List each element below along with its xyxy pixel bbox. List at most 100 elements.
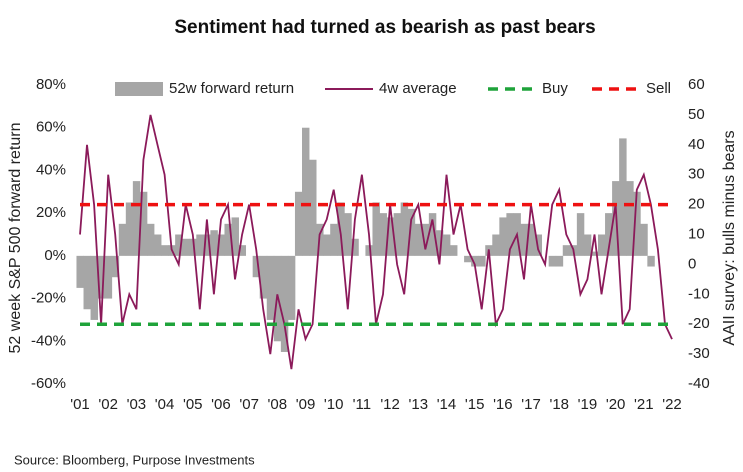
area-bar [421,223,430,256]
x-tick-label: '01 [70,396,90,413]
area-bar [203,234,211,256]
area-bar [464,255,472,263]
area-bar [372,202,380,256]
x-tick-label: '13 [409,396,429,413]
x-tick-label: '17 [521,396,541,413]
source-note: Source: Bloomberg, Purpose Investments [14,452,255,467]
legend-label: 52w forward return [169,80,294,97]
area-bar [104,255,113,299]
y-tick-label: 0% [44,247,66,264]
area-bar [252,255,261,278]
area-bar [217,234,225,256]
x-tick-label: '11 [353,396,371,413]
y2-tick-label: 50 [688,106,705,123]
area-bar [633,191,641,256]
area-bar [344,213,352,256]
y-tick-label: 20% [36,204,66,221]
x-tick-label: '09 [296,396,316,413]
x-tick-label: '07 [239,396,259,413]
y-tick-label: -60% [31,375,66,392]
area-bar [435,230,444,256]
area-bar [139,191,148,256]
area-bar [576,213,585,256]
area-bar [499,217,507,256]
area-bar [386,217,395,256]
area-bar [146,223,155,256]
y2-tick-label: -40 [688,375,710,392]
area-bar [76,255,84,288]
x-tick-label: '04 [155,396,175,413]
legend-swatch [115,82,163,96]
area-bar [323,234,331,256]
area-bar [280,255,289,352]
x-tick-label: '16 [493,396,513,413]
x-tick-label: '21 [634,396,654,413]
area-bar [590,251,599,256]
area-bar [351,238,359,256]
area-bar [309,159,317,256]
x-tick-label: '20 [606,396,626,413]
x-tick-label: '12 [380,396,400,413]
area-bar [154,234,162,256]
x-tick-label: '19 [578,396,598,413]
chart-title: Sentiment had turned as bearish as past … [174,17,595,38]
area-bar [365,245,373,256]
y2-tick-label: -10 [688,285,710,302]
y2-axis-title: AAII survey: bulls minus bears [721,130,738,345]
area-bar [428,213,437,256]
x-tick-label: '14 [437,396,457,413]
area-bar [562,245,571,256]
y-tick-label: -20% [31,290,66,307]
area-bar [400,202,409,256]
y2-tick-label: 0 [688,255,696,272]
y2-tick-label: 10 [688,225,705,242]
area-bar [83,255,91,310]
y-tick-label: 60% [36,119,66,136]
x-tick-label: '22 [662,396,682,413]
y-tick-label: -40% [31,332,66,349]
area-bar [125,202,134,256]
area-bar [506,213,514,256]
area-bar [626,181,634,256]
area-bar [330,223,338,256]
y2-tick-label: 30 [688,166,705,183]
area-bar [182,238,190,256]
y-axis-title: 52 week S&P 500 forward return [7,123,24,354]
area-bar [302,127,310,256]
area-bar [97,255,106,299]
area-bar [231,217,239,256]
legend-label: Sell [646,80,671,97]
area-bar [259,255,268,299]
area-bar [161,245,169,256]
area-bar [132,181,141,256]
area-bar [471,255,479,267]
area-bar [224,223,232,256]
area-bar [337,202,345,256]
area-bar [238,245,247,256]
area-bar [492,234,500,256]
area-bar [407,208,416,256]
area-bar [189,238,197,256]
area-bar [393,213,402,256]
area-bar [111,255,120,278]
area-bar [647,255,655,267]
y-tick-label: 80% [36,76,66,93]
area-bar [619,138,627,256]
x-tick-label: '18 [549,396,569,413]
legend-label: Buy [542,80,568,97]
x-tick-label: '08 [268,396,288,413]
y2-tick-label: 20 [688,196,705,213]
x-tick-label: '10 [324,396,344,413]
area-bar [266,255,275,320]
area-bar [210,230,218,256]
x-tick-label: '02 [98,396,118,413]
y2-tick-label: 40 [688,136,705,153]
area-bar [90,255,99,320]
area-bar [175,234,183,256]
area-bar [442,234,451,256]
y2-tick-label: 60 [688,76,705,93]
area-bar [555,255,564,267]
y-tick-label: 40% [36,161,66,178]
area-bar [605,213,613,256]
